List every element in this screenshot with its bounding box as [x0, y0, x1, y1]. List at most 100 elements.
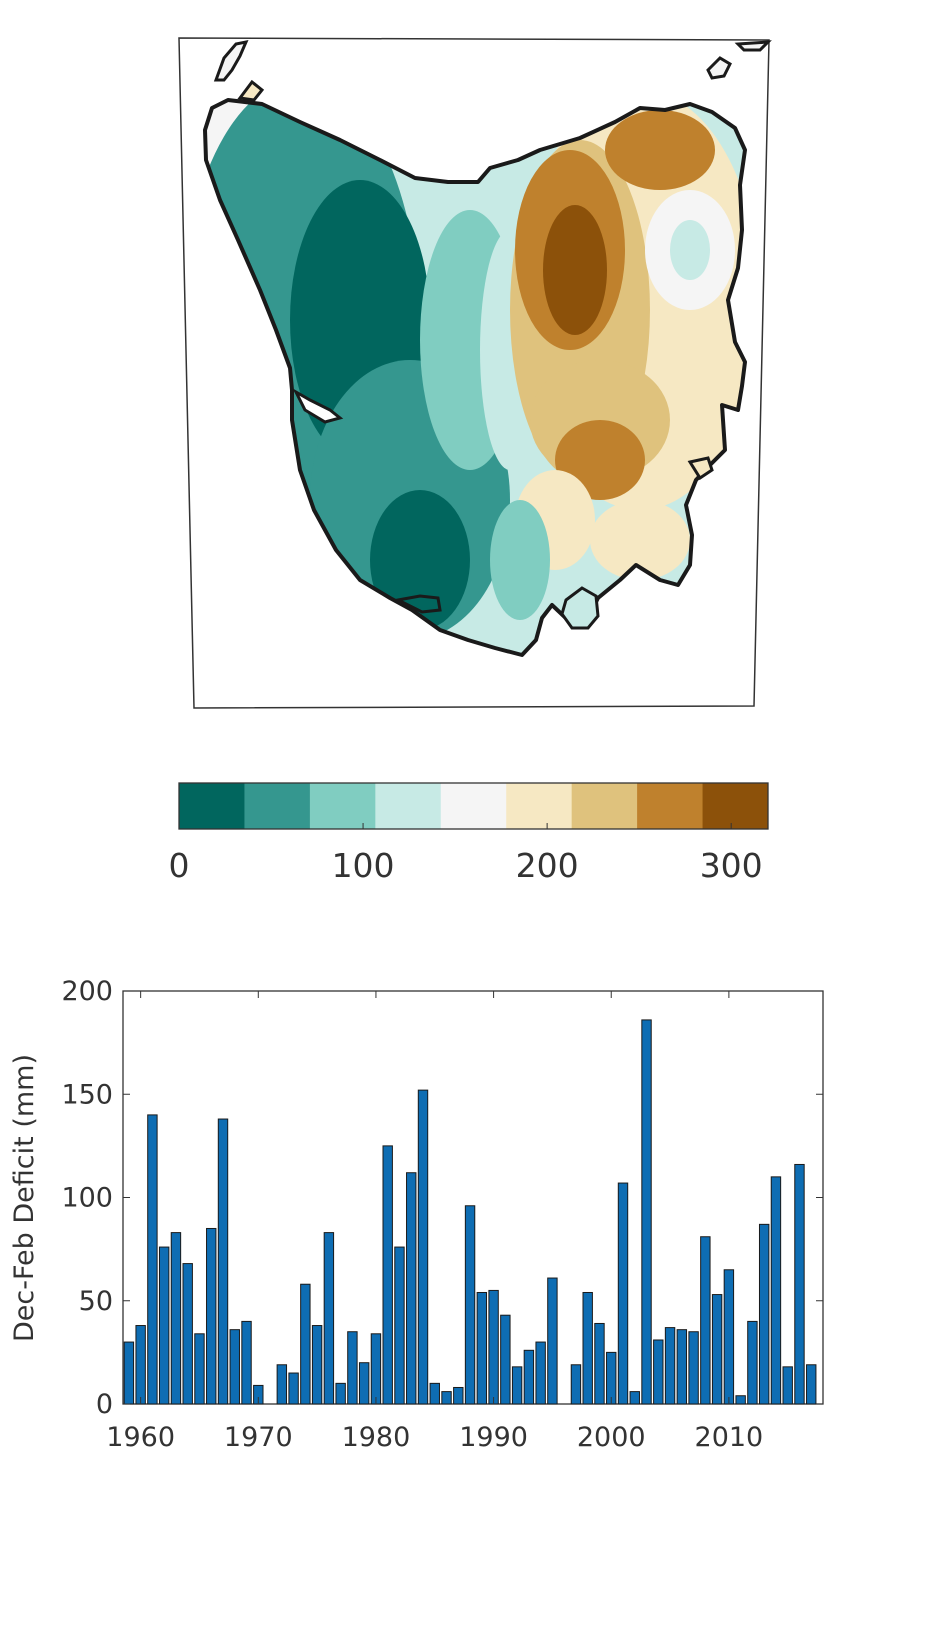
- bar-1994: [535, 1341, 546, 1405]
- bar-2003: [641, 1019, 652, 1405]
- colorbar-segment: [309, 783, 376, 829]
- bar-1965: [194, 1333, 205, 1405]
- bar-1972: [276, 1364, 288, 1405]
- x-tick-label: 1960: [106, 1422, 175, 1453]
- island-ne-small: [706, 56, 732, 80]
- colorbar-segment: [702, 783, 769, 829]
- field-ne-orange: [605, 110, 715, 190]
- bar-1975: [311, 1325, 323, 1405]
- bar-1993: [523, 1349, 535, 1405]
- x-tick-label: 1990: [459, 1422, 528, 1453]
- bar-1966: [206, 1227, 217, 1405]
- bar-1962: [158, 1246, 170, 1405]
- field-se-pale: [590, 500, 690, 580]
- colorbar-segment: [179, 783, 245, 829]
- bar-1964: [182, 1263, 193, 1405]
- bar-2000: [606, 1351, 617, 1405]
- bar-2008: [700, 1236, 711, 1405]
- bar-chart: 1960 1970 1980 1990 2000 2010 0 50 100 150 200 De…: [9, 976, 824, 1453]
- bar-2016: [794, 1163, 805, 1405]
- y-tick-label: 150: [61, 1079, 113, 1110]
- bar-1959: [123, 1341, 135, 1405]
- map-panel: [178, 37, 772, 709]
- bar-2006: [676, 1329, 688, 1405]
- colorbar-segment: [440, 783, 507, 829]
- bar-1978: [347, 1331, 358, 1405]
- colorbar-segment: [571, 783, 638, 829]
- bar-1976: [323, 1232, 335, 1405]
- bar-1979: [358, 1362, 370, 1405]
- bar-1998: [582, 1291, 593, 1405]
- y-axis-label: Dec-Feb Deficit (mm): [9, 1054, 40, 1342]
- x-tick-label: 1980: [342, 1422, 411, 1453]
- deficit-field: [205, 100, 745, 655]
- bar-2007: [688, 1331, 699, 1405]
- island-south-fragment: [393, 594, 442, 614]
- field-south-mid: [490, 500, 550, 620]
- bar-1963: [170, 1232, 182, 1405]
- bar-1983: [406, 1172, 417, 1405]
- bar-1984: [417, 1089, 429, 1405]
- bar-1988: [464, 1205, 476, 1405]
- x-axis: 1960 1970 1980 1990 2000 2010: [106, 991, 763, 1453]
- bar-1960: [135, 1325, 146, 1405]
- island-macquarie-harbour: [292, 388, 344, 424]
- bar-2002: [629, 1391, 640, 1405]
- bar-1967: [217, 1118, 229, 1405]
- bar-2010: [723, 1269, 735, 1405]
- bar-1986: [441, 1391, 452, 1405]
- colorbar-tick-label: 0: [169, 846, 190, 885]
- y-tick-label: 50: [79, 1286, 113, 1317]
- island-east-fragment: [687, 456, 714, 481]
- island-bruny: [560, 586, 600, 630]
- island-ne-corner: [734, 40, 772, 52]
- bar-2011: [735, 1395, 746, 1405]
- colorbar-frame: [178, 782, 769, 830]
- bar-1982: [394, 1246, 405, 1405]
- colorbar-tick-label: 100: [332, 846, 395, 885]
- bar-2005: [664, 1327, 676, 1405]
- field-east-dark: [543, 205, 607, 335]
- bars: [123, 1019, 817, 1405]
- bar-2015: [782, 1366, 793, 1405]
- bar-1992: [511, 1366, 523, 1405]
- island-nw-small: [237, 79, 265, 102]
- y-tick-label: 100: [61, 1183, 113, 1214]
- bar-1981: [382, 1145, 393, 1405]
- field-sw-dark: [370, 490, 470, 630]
- bar-1973: [288, 1372, 299, 1405]
- bar-1987: [453, 1386, 464, 1405]
- bar-1977: [335, 1382, 346, 1405]
- colorbar-tick-label: 200: [516, 846, 579, 885]
- bar-2004: [653, 1339, 664, 1405]
- x-tick-label: 2010: [695, 1422, 764, 1453]
- colorbar: 0 100 200 300: [169, 782, 769, 885]
- field-ne-light: [670, 220, 710, 280]
- bar-2014: [770, 1176, 782, 1405]
- colorbar-segment: [244, 783, 311, 829]
- bar-1990: [488, 1289, 499, 1405]
- bar-2009: [711, 1294, 723, 1405]
- bar-2013: [758, 1223, 770, 1405]
- bar-1985: [429, 1382, 440, 1405]
- y-tick-label: 200: [61, 976, 113, 1007]
- y-tick-label: 0: [96, 1389, 113, 1420]
- colorbar-segment: [375, 783, 442, 829]
- bar-1974: [300, 1283, 311, 1405]
- y-axis: 0 50 100 150 200: [61, 976, 823, 1420]
- bar-1968: [229, 1329, 240, 1405]
- bar-2012: [747, 1320, 758, 1405]
- bar-1991: [500, 1314, 511, 1405]
- bar-2017: [806, 1364, 817, 1405]
- bar-1969: [241, 1320, 252, 1405]
- x-tick-label: 2000: [577, 1422, 646, 1453]
- x-tick-label: 1970: [224, 1422, 293, 1453]
- bar-1995: [547, 1277, 558, 1405]
- colorbar-tick-label: 300: [700, 846, 763, 885]
- bar-1989: [476, 1291, 488, 1405]
- colorbar-segment: [506, 783, 573, 829]
- colorbar-segment: [637, 783, 704, 829]
- bar-2001: [617, 1182, 629, 1405]
- bar-1997: [570, 1364, 582, 1405]
